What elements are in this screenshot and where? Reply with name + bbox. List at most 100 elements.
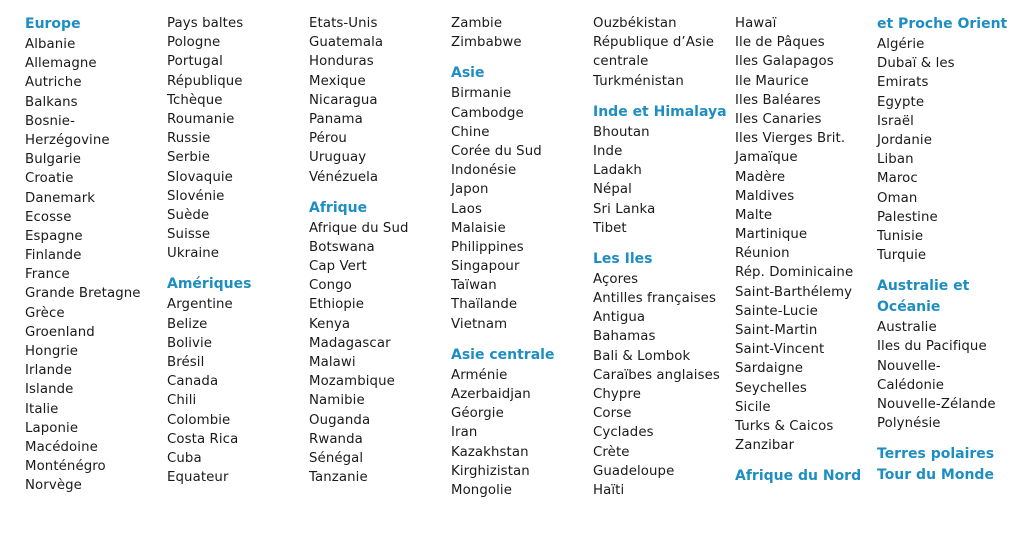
destination-link-malaisie[interactable]: Malaisie [451, 220, 506, 236]
destination-link-hongrie[interactable]: Hongrie [25, 344, 79, 359]
destination-link-afrique-du-sud[interactable]: Afrique du Sud [309, 220, 409, 236]
destination-link-tibet[interactable]: Tibet [593, 220, 627, 236]
region-heading-asie-centrale[interactable]: Asie centrale [451, 346, 555, 363]
region-heading-australie-et[interactable]: Australie et [877, 278, 970, 295]
destination-link-portugal[interactable]: Portugal [167, 54, 223, 70]
destination-link-mongolie[interactable]: Mongolie [451, 482, 512, 498]
destination-link-centrale[interactable]: centrale [593, 54, 649, 70]
destination-link-tcheque[interactable]: Tchèque [167, 92, 223, 108]
destination-link-kenya[interactable]: Kenya [309, 316, 351, 332]
destination-link-ouzbekistan[interactable]: Ouzbékistan [593, 16, 677, 31]
destination-link-slovenie[interactable]: Slovénie [167, 188, 225, 204]
destination-link-congo[interactable]: Congo [309, 278, 352, 294]
destination-link-polynesie[interactable]: Polynésie [877, 416, 941, 432]
region-heading-les-iles[interactable]: Les Iles [593, 250, 653, 267]
destination-link-honduras[interactable]: Honduras [309, 54, 374, 70]
destination-link-dubai-les[interactable]: Dubaï & les [877, 56, 955, 72]
destination-link-finlande[interactable]: Finlande [25, 248, 82, 264]
destination-link-iles-canaries[interactable]: Iles Canaries [735, 111, 822, 127]
destination-link-roumanie[interactable]: Roumanie [167, 111, 235, 127]
destination-link-guadeloupe[interactable]: Guadeloupe [593, 463, 675, 479]
destination-link-iles-du-pacifique[interactable]: Iles du Pacifique [877, 339, 987, 355]
destination-link-groenland[interactable]: Groenland [25, 324, 95, 340]
destination-link-sainte-lucie[interactable]: Sainte-Lucie [735, 303, 818, 319]
destination-link-ethiopie[interactable]: Ethiopie [309, 297, 364, 313]
destination-link-malte[interactable]: Malte [735, 207, 773, 223]
destination-link-ecosse[interactable]: Ecosse [25, 209, 72, 225]
region-heading-inde-et-himalaya[interactable]: Inde et Himalaya [593, 103, 727, 120]
destination-link-kazakhstan[interactable]: Kazakhstan [451, 444, 529, 460]
destination-link-turks-caicos[interactable]: Turks & Caicos [735, 418, 834, 434]
destination-link-egypte[interactable]: Egypte [877, 94, 925, 110]
destination-link-macedoine[interactable]: Macédoine [25, 439, 98, 455]
destination-link-bali-lombok[interactable]: Bali & Lombok [593, 348, 691, 364]
destination-link-nepal[interactable]: Népal [593, 182, 632, 198]
destination-link-argentine[interactable]: Argentine [167, 297, 233, 313]
destination-link-bahamas[interactable]: Bahamas [593, 329, 656, 345]
destination-link-danemark[interactable]: Danemark [25, 190, 96, 206]
destination-link-ouganda[interactable]: Ouganda [309, 412, 371, 428]
destination-link-allemagne[interactable]: Allemagne [25, 56, 97, 72]
destination-link-iran[interactable]: Iran [451, 425, 478, 441]
destination-link-ladakh[interactable]: Ladakh [593, 163, 642, 179]
destination-link-japon[interactable]: Japon [451, 182, 489, 198]
destination-link-espagne[interactable]: Espagne [25, 228, 83, 244]
destination-link-malawi[interactable]: Malawi [309, 355, 356, 370]
destination-link-bresil[interactable]: Brésil [167, 355, 205, 370]
destination-link-haiti[interactable]: Haïti [593, 482, 625, 498]
destination-link-republique-d-asie[interactable]: République d’Asie [593, 35, 715, 51]
destination-link-suisse[interactable]: Suisse [167, 227, 211, 243]
destination-link-bhoutan[interactable]: Bhoutan [593, 124, 650, 140]
destination-link-vietnam[interactable]: Vietnam [451, 316, 508, 332]
destination-link-madere[interactable]: Madère [735, 169, 786, 185]
destination-link-cuba[interactable]: Cuba [167, 450, 202, 466]
destination-link-pologne[interactable]: Pologne [167, 35, 221, 51]
destination-link-caledonie[interactable]: Calédonie [877, 377, 945, 393]
destination-link-serbie[interactable]: Serbie [167, 150, 211, 166]
destination-link-antigua[interactable]: Antigua [593, 310, 646, 326]
region-heading-et-proche-orient[interactable]: et Proche Orient [877, 16, 1008, 32]
destination-link-croatie[interactable]: Croatie [25, 171, 74, 187]
destination-link-iles-baleares[interactable]: Iles Baléares [735, 92, 821, 108]
destination-link-thailande[interactable]: Thaïlande [451, 297, 518, 313]
destination-link-suede[interactable]: Suède [167, 207, 210, 223]
destination-link-crete[interactable]: Crète [593, 444, 630, 460]
destination-link-birmanie[interactable]: Birmanie [451, 86, 512, 102]
destination-link-maldives[interactable]: Maldives [735, 188, 795, 204]
destination-link-laponie[interactable]: Laponie [25, 420, 79, 436]
destination-link-russie[interactable]: Russie [167, 131, 211, 147]
destination-link-balkans[interactable]: Balkans [25, 94, 78, 110]
destination-link-chili[interactable]: Chili [167, 393, 197, 409]
destination-link-cambodge[interactable]: Cambodge [451, 105, 524, 121]
destination-link-taiwan[interactable]: Taïwan [451, 278, 497, 294]
destination-link-corse[interactable]: Corse [593, 406, 632, 422]
destination-link-palestine[interactable]: Palestine [877, 209, 938, 225]
destination-link-chypre[interactable]: Chypre [593, 387, 641, 402]
destination-link-mexique[interactable]: Mexique [309, 73, 366, 89]
destination-link-coree-du-sud[interactable]: Corée du Sud [451, 143, 542, 159]
destination-link-maroc[interactable]: Maroc [877, 171, 918, 187]
destination-link-colombie[interactable]: Colombie [167, 412, 231, 428]
destination-link-slovaquie[interactable]: Slovaquie [167, 169, 233, 185]
destination-link-saint-martin[interactable]: Saint-Martin [735, 323, 818, 338]
destination-link-uruguay[interactable]: Uruguay [309, 150, 367, 166]
destination-link-canada[interactable]: Canada [167, 374, 219, 390]
region-heading-europe[interactable]: Europe [25, 16, 81, 32]
destination-link-ile-maurice[interactable]: Ile Maurice [735, 73, 809, 89]
destination-link-tunisie[interactable]: Tunisie [877, 228, 924, 244]
destination-link-perou[interactable]: Pérou [309, 131, 347, 147]
destination-link-azerbaidjan[interactable]: Azerbaidjan [451, 387, 531, 402]
destination-link-senegal[interactable]: Sénégal [309, 450, 364, 466]
destination-link-antilles-francaises[interactable]: Antilles françaises [593, 291, 716, 307]
region-heading-afrique[interactable]: Afrique [309, 199, 368, 216]
destination-link-indonesie[interactable]: Indonésie [451, 163, 517, 179]
destination-link-ile-de-paques[interactable]: Ile de Pâques [735, 35, 825, 51]
destination-link-singapour[interactable]: Singapour [451, 259, 520, 275]
destination-link-seychelles[interactable]: Seychelles [735, 380, 807, 396]
region-heading-tour-du-monde[interactable]: Tour du Monde [877, 467, 994, 484]
destination-link-zimbabwe[interactable]: Zimbabwe [451, 35, 522, 51]
destination-link-ukraine[interactable]: Ukraine [167, 246, 220, 262]
destination-link-australie[interactable]: Australie [877, 320, 937, 336]
destination-link-martinique[interactable]: Martinique [735, 227, 808, 243]
region-heading-ameriques[interactable]: Amériques [167, 276, 252, 293]
